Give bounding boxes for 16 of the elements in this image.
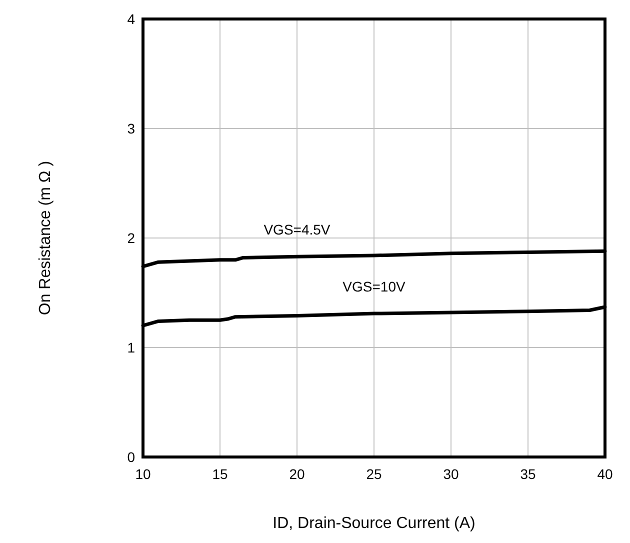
series-label: VGS=10V [342, 278, 406, 295]
x-tick-label: 25 [366, 466, 382, 482]
x-tick-label: 35 [520, 466, 536, 482]
x-tick-label: 30 [443, 466, 459, 482]
x-tick-label: 40 [597, 466, 613, 482]
x-tick-label: 20 [289, 466, 305, 482]
x-tick-label: 15 [212, 466, 228, 482]
x-axis-title: ID, Drain-Source Current (A) [272, 515, 476, 532]
y-tick-label: 4 [127, 11, 136, 27]
x-tick-label: 10 [135, 466, 151, 482]
y-tick-label: 2 [127, 230, 136, 246]
y-tick-label: 1 [127, 340, 136, 356]
y-tick-label: 0 [127, 449, 136, 465]
series-label: VGS=4.5V [264, 222, 331, 238]
y-axis-title: On Resistance (m Ω ) [37, 160, 54, 316]
y-tick-label: 3 [127, 120, 136, 136]
